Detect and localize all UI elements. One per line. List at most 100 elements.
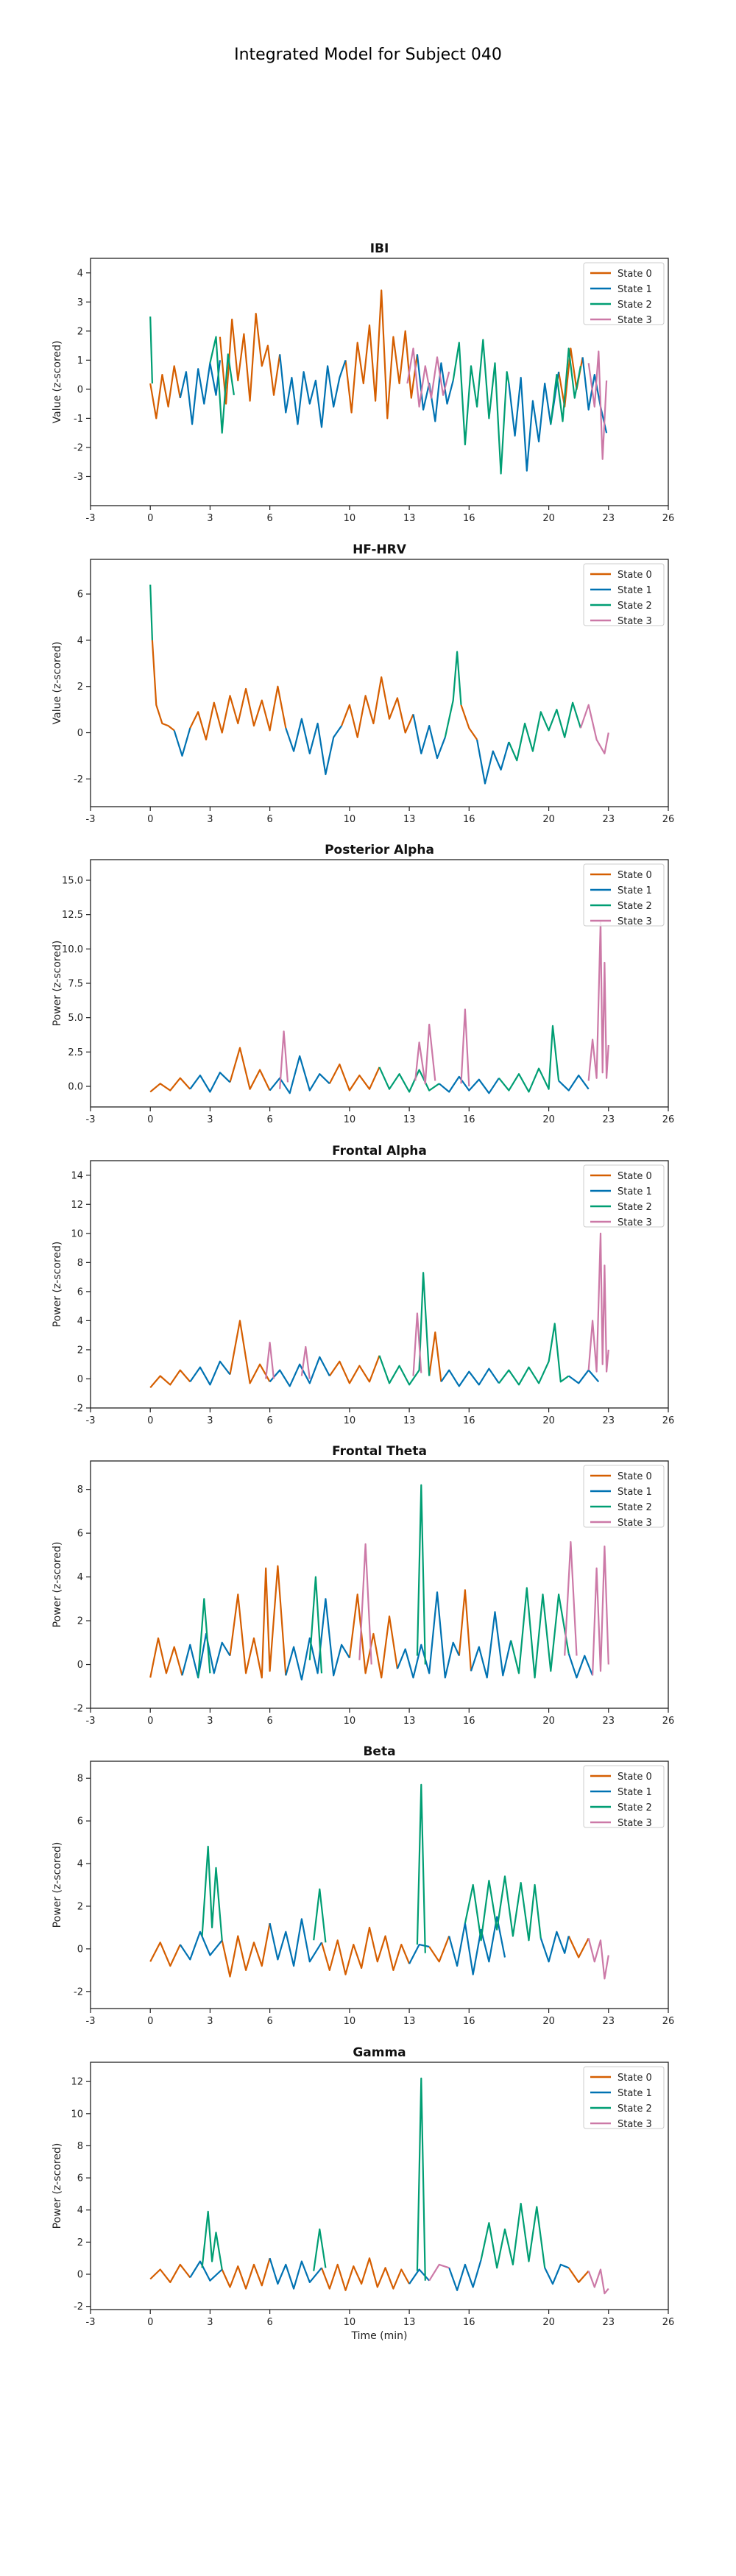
y-tick-label: 2: [77, 326, 83, 337]
x-tick-label: 23: [603, 814, 615, 825]
x-tick-label: -3: [86, 2016, 96, 2027]
x-tick-label: 13: [403, 513, 416, 524]
x-tick-label: -3: [86, 1716, 96, 1727]
x-tick-label: 16: [463, 2016, 475, 2027]
y-tick-label: 4: [77, 635, 83, 646]
x-tick-label: 6: [266, 2016, 272, 2027]
series-line-state-1-1: [269, 1356, 330, 1387]
x-tick-label: 6: [266, 814, 272, 825]
y-tick-label: -2: [74, 1986, 83, 1998]
series-line-state-0-0: [151, 640, 175, 732]
x-tick-label: 3: [207, 814, 213, 825]
series-line-state-1-4: [544, 2263, 570, 2285]
series-line-state-3-0: [587, 1938, 609, 1980]
series-line-state-0-0: [149, 1942, 181, 1967]
legend-label: State 1: [618, 885, 652, 896]
x-tick-label: 3: [207, 2317, 213, 2328]
y-tick-label: 10: [71, 2109, 83, 2120]
x-tick-label: 3: [207, 1716, 213, 1727]
y-tick-label: 4: [77, 2205, 83, 2216]
series-line-state-2-3: [550, 347, 581, 425]
x-tick-label: 3: [207, 1114, 213, 1125]
x-tick-label: -3: [86, 1415, 96, 1426]
x-tick-label: 26: [662, 1114, 675, 1125]
x-tick-label: 16: [463, 1415, 475, 1426]
series-line-state-0-2: [320, 1926, 411, 1975]
series-line-state-1-1: [269, 2257, 322, 2290]
x-tick-label: 3: [207, 513, 213, 524]
legend-box: [583, 1465, 665, 1528]
series-line-state-3-3: [587, 1232, 609, 1373]
x-tick-label: 0: [147, 1114, 153, 1125]
x-tick-label: -3: [86, 2317, 96, 2328]
series-line-state-1-0: [189, 1072, 231, 1093]
axes-frame: [90, 859, 669, 1108]
series-line-state-0-0: [149, 1077, 191, 1093]
series-line-state-1-1: [269, 1055, 330, 1094]
series-line-state-1-3: [558, 1074, 590, 1091]
x-tick-label: 26: [662, 1716, 675, 1727]
axes-frame: [90, 2062, 669, 2310]
legend-label: State 3: [618, 616, 652, 627]
x-tick-label: 26: [662, 513, 675, 524]
y-tick-label: 1: [77, 355, 83, 367]
y-tick-label: 3: [77, 297, 83, 308]
chart-panel-5: -3 0 3 6 10 13 16 20 23 26 -2 0 2 4 6 8 Beta Power (z-sco…: [52, 1744, 674, 2027]
x-tick-label: 13: [403, 1716, 416, 1727]
series-line-state-3-0: [428, 2263, 450, 2282]
x-tick-label: 0: [147, 513, 153, 524]
x-tick-label: 13: [403, 2016, 416, 2027]
x-tick-label: 16: [463, 1716, 475, 1727]
y-tick-label: 0: [77, 1660, 83, 1671]
series-line-state-3-0: [406, 347, 450, 408]
series-line-state-0-3: [567, 2267, 590, 2283]
x-tick-label: 10: [344, 1415, 356, 1426]
series-line-state-1-1: [269, 1918, 322, 1967]
series-line-state-0-0: [149, 365, 181, 420]
legend-label: State 0: [618, 1471, 652, 1482]
y-tick-label: 4: [77, 1572, 83, 1583]
chart-title: Frontal Alpha: [332, 1144, 427, 1158]
series-line-state-2-0: [201, 1845, 223, 1941]
series-line-state-1-0: [179, 360, 221, 425]
x-tick-label: 20: [542, 2016, 555, 2027]
series-line-state-2-1: [498, 1025, 560, 1093]
series-line-state-1-3: [448, 2260, 482, 2291]
series-line-state-1-3: [476, 739, 510, 785]
series-line-state-1-4: [581, 357, 608, 434]
series-line-state-3-0: [579, 704, 609, 754]
x-tick-label: 26: [662, 2317, 675, 2328]
series-line-state-0-1: [229, 1320, 271, 1384]
series-line-state-1-2: [408, 1944, 430, 1964]
legend-label: State 0: [618, 870, 652, 881]
series-line-state-0-4: [567, 1936, 590, 1958]
y-tick-label: -2: [74, 1404, 83, 1415]
y-tick-label: 12: [71, 2077, 83, 2088]
x-tick-label: 10: [344, 1114, 356, 1125]
x-tick-label: 10: [344, 2016, 356, 2027]
series-line-state-1-0: [189, 2260, 223, 2282]
chart-title: HF-HRV: [353, 542, 407, 557]
series-line-state-0-0: [149, 2263, 191, 2283]
x-tick-label: 0: [147, 2317, 153, 2328]
y-tick-label: 0: [77, 2270, 83, 2281]
chart-title: IBI: [370, 241, 389, 256]
x-tick-label: 16: [463, 814, 475, 825]
series-line-state-1-3: [508, 372, 560, 472]
x-tick-label: 0: [147, 2016, 153, 2027]
series-line-state-0-2: [328, 1063, 381, 1091]
series-line-state-1-0: [181, 1632, 231, 1679]
series-line-state-2-2: [508, 701, 581, 762]
y-axis-label: Power (z-scored): [52, 1842, 63, 1928]
y-tick-label: 6: [77, 1287, 83, 1298]
series-line-state-1-2: [416, 354, 454, 422]
y-tick-label: 14: [71, 1170, 83, 1181]
y-tick-label: 8: [77, 2141, 83, 2152]
series-line-state-2-2: [416, 2077, 426, 2281]
y-tick-label: 0: [77, 1944, 83, 1955]
x-tick-label: -3: [86, 1114, 96, 1125]
series-line-state-2-0: [149, 584, 153, 640]
y-tick-label: 8: [77, 1774, 83, 1785]
y-axis-label: Value (z-scored): [52, 642, 63, 725]
legend-label: State 1: [618, 1487, 652, 1498]
